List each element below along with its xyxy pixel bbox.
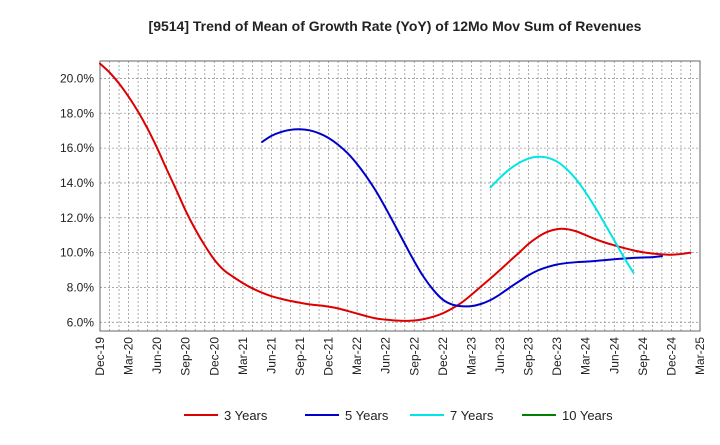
x-tick-label: Sep-22 <box>407 337 421 376</box>
x-tick-label: Jun-22 <box>379 337 393 374</box>
x-tick-label: Jun-21 <box>264 337 278 374</box>
series-line-7-years <box>489 155 635 274</box>
x-axis: Dec-19 Mar-20 Jun-20 Sep-20 Dec-20 Mar-21 Jun-… <box>93 337 707 376</box>
y-tick-label: 18.0% <box>60 106 94 120</box>
x-tick-label: Mar-23 <box>464 337 478 375</box>
y-tick-label: 16.0% <box>60 141 94 155</box>
legend: 3 Years 5 Years 7 Years 10 Years <box>184 408 613 423</box>
series-line-3-years <box>99 62 692 322</box>
x-tick-label: Jun-20 <box>150 337 164 374</box>
x-tick-label: Mar-24 <box>579 337 593 375</box>
x-tick-label: Sep-21 <box>293 337 307 376</box>
x-tick-label: Jun-23 <box>493 337 507 374</box>
legend-label: 7 Years <box>450 408 494 423</box>
x-tick-label: Dec-20 <box>207 337 221 376</box>
y-tick-label: 14.0% <box>60 176 94 190</box>
y-tick-label: 10.0% <box>60 246 94 260</box>
y-tick-label: 20.0% <box>60 71 94 85</box>
grid <box>100 61 700 331</box>
x-tick-label: Dec-22 <box>436 337 450 376</box>
legend-label: 3 Years <box>224 408 268 423</box>
y-tick-label: 8.0% <box>67 280 95 294</box>
y-tick-label: 6.0% <box>67 315 95 329</box>
series <box>99 62 692 322</box>
x-tick-label: Sep-20 <box>179 337 193 376</box>
y-axis: 6.0% 8.0% 10.0% 12.0% 14.0% 16.0% 18.0% 20.0% <box>60 71 94 329</box>
y-tick-label: 12.0% <box>60 211 94 225</box>
legend-label: 10 Years <box>562 408 613 423</box>
x-tick-label: Mar-22 <box>350 337 364 375</box>
x-tick-label: Mar-20 <box>122 337 136 375</box>
x-tick-label: Mar-25 <box>693 337 707 375</box>
x-tick-label: Sep-24 <box>636 337 650 376</box>
x-tick-label: Jun-24 <box>607 337 621 374</box>
series-line-5-years <box>261 128 663 308</box>
x-tick-label: Sep-23 <box>522 337 536 376</box>
x-tick-label: Dec-23 <box>550 337 564 376</box>
x-tick-label: Mar-21 <box>236 337 250 375</box>
x-tick-label: Dec-21 <box>322 337 336 376</box>
chart-title: [9514] Trend of Mean of Growth Rate (YoY… <box>149 18 642 34</box>
x-tick-label: Dec-24 <box>664 337 678 376</box>
x-tick-label: Dec-19 <box>93 337 107 376</box>
plot-area-border <box>99 60 701 332</box>
legend-label: 5 Years <box>345 408 389 423</box>
